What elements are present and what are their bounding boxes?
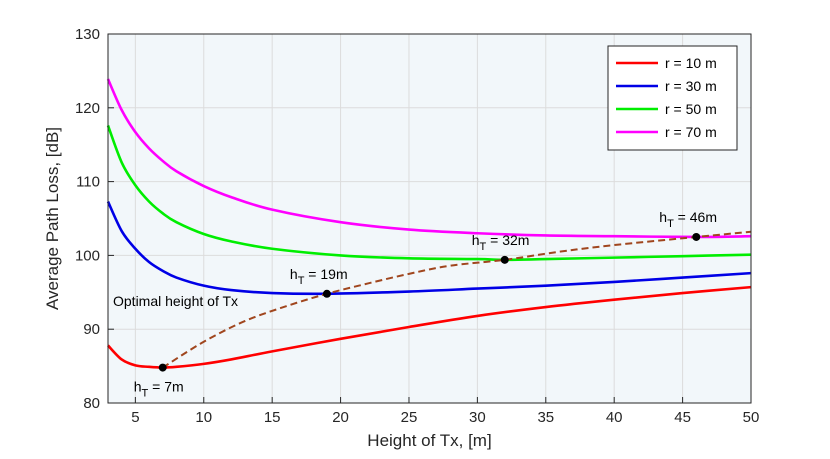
x-tick-label: 50: [743, 409, 760, 426]
x-tick-label: 5: [131, 409, 139, 426]
series-line-2: [106, 200, 752, 296]
legend-label: r = 50 m: [665, 101, 717, 117]
x-tick-label: 20: [332, 409, 349, 426]
y-tick-label: 130: [75, 26, 100, 43]
optimal-height-curve: [162, 230, 752, 369]
y-tick-label: 100: [75, 247, 100, 264]
optimal-point-marker: [322, 289, 331, 298]
y-axis-label: Average Path Loss, [dB]: [43, 127, 62, 310]
y-tick-label: 120: [75, 100, 100, 117]
optimal-point-marker: [500, 255, 509, 264]
x-tick-label: 35: [537, 409, 554, 426]
x-tick-label: 10: [195, 409, 212, 426]
x-tick-label: 45: [674, 409, 691, 426]
x-tick-label: 25: [401, 409, 418, 426]
legend-label: r = 30 m: [665, 78, 717, 94]
optimal-point-label: hT = 46m: [659, 209, 717, 230]
legend-label: r = 10 m: [665, 55, 717, 71]
x-axis-label: Height of Tx, [m]: [367, 431, 491, 450]
optimal-point-label: hT = 32m: [472, 232, 530, 253]
series-line-4: [106, 78, 752, 239]
plot-frame: [107, 33, 752, 404]
optimal-point-label: hT = 7m: [134, 379, 184, 400]
x-tick-label: 15: [264, 409, 281, 426]
series-line-3: [106, 125, 752, 262]
legend: r = 10 m r = 30 m r = 50 m r = 70 m: [607, 45, 738, 151]
x-tick-label: 40: [606, 409, 623, 426]
series-line-1: [107, 285, 752, 369]
optimal-point-label: hT = 19m: [290, 266, 348, 287]
y-tick-label: 80: [83, 395, 100, 412]
y-axis-ticks: 80 90 100 110 120 130: [75, 26, 114, 412]
optimal-point-marker: [158, 363, 167, 372]
legend-label: r = 70 m: [665, 124, 717, 140]
marker-group: hT = 7m hT = 19m hT = 32m hT = 46m: [134, 209, 717, 400]
optimal-point-marker: [692, 232, 701, 241]
y-tick-label: 90: [83, 321, 100, 338]
optimal-height-annotation: Optimal height of Tx: [113, 293, 238, 309]
series-group: [106, 78, 752, 369]
y-tick-label: 110: [76, 174, 100, 191]
x-tick-label: 30: [469, 409, 486, 426]
x-axis-ticks: 5 10 15 20 25 30 35 40 45 50: [131, 397, 759, 426]
